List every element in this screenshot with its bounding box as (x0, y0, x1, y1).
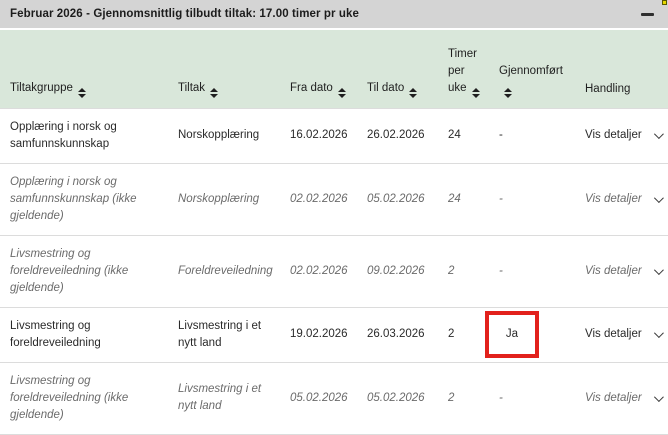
sort-icon[interactable] (77, 87, 86, 98)
cell-til-dato: 26.02.2026 (357, 107, 438, 163)
cell-gjennomfort: - (489, 234, 575, 307)
cell-gjennomfort: - (489, 361, 575, 435)
vis-detaljer-button[interactable]: Vis detaljer (585, 390, 664, 407)
column-header-label: Timer per uke (448, 47, 477, 94)
chevron-down-icon[interactable] (653, 264, 664, 275)
cell-gjennomfort: - (489, 162, 575, 235)
sort-icon[interactable] (409, 87, 418, 98)
gjennomfort-value-highlighted: Ja (485, 311, 539, 358)
table-row: Opplæring i norsk og samfunnskunnskap No… (0, 107, 668, 163)
column-header[interactable]: Timer per uke (438, 30, 489, 108)
table-row: Livsmestring og foreldreveiledning Livsm… (0, 306, 668, 362)
cell-handling: Vis detaljer (575, 361, 668, 435)
cell-fra-dato: 02.02.2026 (280, 234, 357, 307)
cell-til-dato: 26.03.2026 (357, 306, 438, 362)
vis-detaljer-label: Vis detaljer (585, 129, 642, 141)
cell-handling: Vis detaljer (575, 306, 668, 362)
column-header-label: Til dato (367, 81, 405, 94)
table-header: Tiltakgruppe Tiltak Fra dato Til dato Ti… (0, 30, 668, 108)
table-row: Livsmestring og foreldreveiledning (ikke… (0, 234, 668, 307)
sort-icon[interactable] (337, 87, 346, 98)
collapse-minus-icon[interactable] (641, 12, 654, 16)
chevron-down-icon[interactable] (653, 192, 664, 203)
sort-icon[interactable] (504, 87, 512, 98)
cell-timer-per-uke: 2 (438, 361, 489, 435)
cell-handling: Vis detaljer (575, 234, 668, 307)
cell-tiltak: Livsmestring i et nytt land (168, 306, 280, 362)
cell-tiltak: Norskopplæring (168, 107, 280, 163)
chevron-down-icon[interactable] (653, 129, 664, 140)
cell-tiltak: Norskopplæring (168, 162, 280, 235)
table-row: Livsmestring og foreldreveiledning (ikke… (0, 361, 668, 435)
cell-tiltakgruppe: Livsmestring og foreldreveiledning (0, 306, 168, 362)
cell-gjennomfort: - (489, 107, 575, 163)
vis-detaljer-button[interactable]: Vis detaljer (585, 263, 664, 280)
vis-detaljer-label: Vis detaljer (585, 192, 642, 205)
table-header-row: Tiltakgruppe Tiltak Fra dato Til dato Ti… (0, 30, 668, 108)
tiltak-table: Tiltakgruppe Tiltak Fra dato Til dato Ti… (0, 30, 668, 435)
cell-til-dato: 09.02.2026 (357, 234, 438, 307)
cell-handling: Vis detaljer (575, 107, 668, 163)
cell-fra-dato: 05.02.2026 (280, 361, 357, 435)
chevron-down-icon[interactable] (653, 391, 664, 402)
cell-fra-dato: 16.02.2026 (280, 107, 357, 163)
column-header-label: Tiltak (178, 81, 206, 94)
sort-icon[interactable] (210, 87, 219, 98)
column-header-label: Fra dato (290, 81, 333, 94)
accordion-title: Februar 2026 - Gjennomsnittlig tilbudt t… (10, 8, 360, 20)
cell-fra-dato: 19.02.2026 (280, 306, 357, 362)
cell-timer-per-uke: 24 (438, 162, 489, 235)
cell-timer-per-uke: 2 (438, 234, 489, 307)
vis-detaljer-button[interactable]: Vis detaljer (585, 127, 664, 144)
cell-timer-per-uke: 2 (438, 306, 489, 362)
column-header[interactable]: Til dato (357, 30, 438, 108)
column-header-label: Gjennomført (499, 64, 563, 77)
vis-detaljer-button[interactable]: Vis detaljer (585, 326, 664, 343)
vis-detaljer-button[interactable]: Vis detaljer (585, 191, 664, 208)
cell-tiltakgruppe: Livsmestring og foreldreveiledning (ikke… (0, 234, 168, 307)
gjennomfort-value: - (499, 192, 503, 205)
chevron-down-icon[interactable] (653, 328, 664, 339)
cell-til-dato: 05.02.2026 (357, 361, 438, 435)
column-header[interactable]: Tiltakgruppe (0, 30, 168, 108)
column-header[interactable]: Handling (575, 30, 668, 108)
gjennomfort-value: - (499, 129, 503, 141)
column-header-label: Handling (585, 82, 631, 95)
gjennomfort-value: - (499, 391, 503, 404)
cell-tiltakgruppe: Opplæring i norsk og samfunnskunnskap (i… (0, 162, 168, 235)
cell-timer-per-uke: 24 (438, 107, 489, 163)
cell-handling: Vis detaljer (575, 162, 668, 235)
vis-detaljer-label: Vis detaljer (585, 391, 642, 404)
table-row: Opplæring i norsk og samfunnskunnskap (i… (0, 162, 668, 235)
month-accordion-header[interactable]: Februar 2026 - Gjennomsnittlig tilbudt t… (0, 0, 668, 28)
cell-tiltakgruppe: Opplæring i norsk og samfunnskunnskap (0, 107, 168, 163)
gjennomfort-value: - (499, 264, 503, 277)
cell-tiltak: Livsmestring i et nytt land (168, 361, 280, 435)
column-header[interactable]: Fra dato (280, 30, 357, 108)
cell-tiltak: Foreldreveiledning (168, 234, 280, 307)
column-header[interactable]: Tiltak (168, 30, 280, 108)
cell-til-dato: 05.02.2026 (357, 162, 438, 235)
cell-tiltakgruppe: Livsmestring og foreldreveiledning (ikke… (0, 361, 168, 435)
vis-detaljer-label: Vis detaljer (585, 264, 642, 277)
column-header[interactable]: Gjennomført (489, 30, 575, 108)
table-body: Opplæring i norsk og samfunnskunnskap No… (0, 107, 668, 435)
sort-icon[interactable] (471, 87, 480, 98)
vis-detaljer-label: Vis detaljer (585, 328, 642, 340)
cell-gjennomfort: Ja (485, 306, 575, 362)
cursor-artifact (662, 0, 667, 5)
cell-fra-dato: 02.02.2026 (280, 162, 357, 235)
column-header-label: Tiltakgruppe (10, 81, 73, 94)
